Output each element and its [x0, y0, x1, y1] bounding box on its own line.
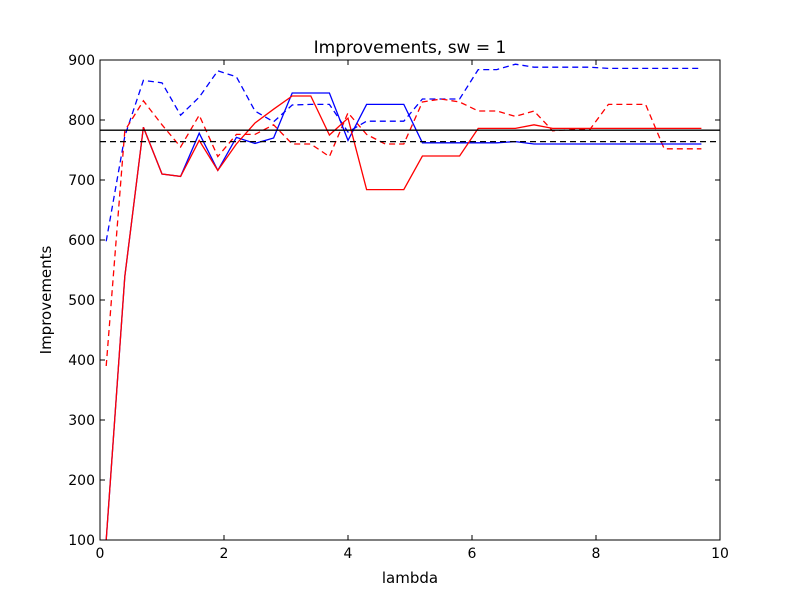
- y-tick-label: 400: [68, 353, 95, 369]
- y-tick-label: 900: [68, 53, 95, 69]
- y-tick-label: 700: [68, 173, 95, 189]
- y-tick-label: 600: [68, 233, 95, 249]
- y-axis-label: Improvements: [37, 245, 55, 354]
- series-layer: [105, 63, 702, 541]
- plot-area: [100, 63, 720, 541]
- series-line-4: [105, 95, 702, 541]
- x-tick-label: 0: [96, 546, 105, 562]
- y-tick-label: 500: [68, 293, 95, 309]
- reference-lines: [100, 129, 720, 143]
- y-tick-label: 300: [68, 413, 95, 429]
- series-line-2: [105, 98, 702, 367]
- series-line-1: [105, 63, 702, 242]
- x-tick-label: 6: [468, 546, 477, 562]
- series-line-3: [105, 92, 702, 541]
- y-tick-label: 200: [68, 473, 95, 489]
- x-axis-label: lambda: [382, 569, 438, 587]
- x-tick-label: 4: [344, 546, 353, 562]
- x-axis-ticks: 0 2 4 6 8 10: [96, 60, 729, 562]
- x-tick-label: 8: [592, 546, 601, 562]
- y-tick-label: 800: [68, 113, 95, 129]
- y-tick-label: 100: [68, 533, 95, 549]
- y-axis-ticks: 100 200 300 400 500 600 700 800 900: [68, 53, 720, 549]
- chart-title: Improvements, sw = 1: [314, 38, 507, 58]
- x-tick-label: 2: [220, 546, 229, 562]
- x-tick-label: 10: [711, 546, 729, 562]
